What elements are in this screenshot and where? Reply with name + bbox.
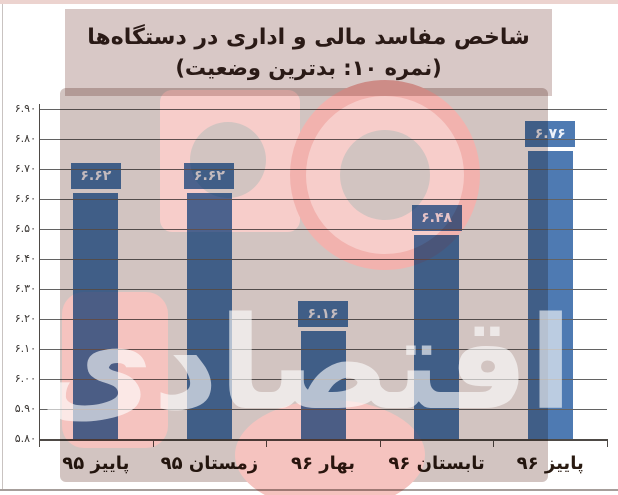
chart-title-block: شاخص مفاسد مالی و اداری در دستگاه‌ها (نم…: [65, 9, 552, 96]
chart-subtitle: (نمره ۱۰: بدترین وضعیت): [175, 56, 442, 81]
gridline-۶.۲۰: [39, 318, 607, 320]
x-axis-category-label-3: بهار ۹۶: [290, 453, 355, 474]
bar-5: [527, 150, 573, 439]
x-axis-boundary-tick-4: [379, 441, 381, 447]
gridline-۶.۶۰: [39, 198, 607, 200]
y-axis-tick-label-6: ۶.۴۰: [14, 251, 36, 265]
bar-3: [300, 330, 346, 439]
left-border-line: [2, 4, 3, 489]
y-axis-tick-label-2: ۶.۸۰: [14, 131, 36, 145]
bar-value-label-4: ۶.۴۸: [411, 204, 462, 231]
y-axis-line: [39, 104, 40, 439]
y-axis-tick-label-1: ۶.۹۰: [14, 101, 36, 115]
y-axis-tick-label-5: ۶.۵۰: [14, 221, 36, 235]
y-axis-tick-label-9: ۶.۱۰: [14, 341, 36, 355]
gridline-۶.۰۰: [39, 378, 607, 380]
bar-value-label-5: ۶.۷۶: [525, 120, 576, 147]
gridline-۶.۳۰: [39, 288, 607, 290]
x-axis-boundary-tick-3: [266, 441, 268, 447]
x-axis-boundary-tick-6: [607, 441, 608, 447]
gridline-۶.۸۰: [39, 138, 607, 140]
x-axis-boundary-tick-1: [39, 441, 40, 447]
bar-value-label-2: ۶.۶۲: [184, 162, 235, 189]
bar-value-label-1: ۶.۶۲: [70, 162, 121, 189]
y-axis-tick-label-11: ۵.۹۰: [14, 402, 36, 415]
x-axis-boundary-tick-5: [493, 441, 495, 447]
x-axis-category-label-4: تابستان ۹۶: [388, 453, 485, 474]
y-axis-tick-label-7: ۶.۳۰: [14, 281, 36, 295]
y-axis-tick-label-12: ۵.۸۰: [14, 432, 36, 445]
x-axis-line: [39, 439, 608, 441]
x-axis-category-label-1: پاییز ۹۵: [62, 453, 130, 474]
y-axis-tick-label-4: ۶.۶۰: [14, 191, 36, 205]
x-axis-boundary-tick-2: [152, 441, 154, 447]
chart-title: شاخص مفاسد مالی و اداری در دستگاه‌ها: [87, 25, 530, 51]
gridline-۶.۱۰: [39, 348, 607, 350]
x-axis-category-label-5: پاییز ۹۶: [516, 453, 584, 474]
y-axis-tick-label-10: ۶.۰۰: [14, 371, 36, 385]
top-pink-strip: [0, 0, 618, 4]
gridline-۶.۹۰: [39, 108, 607, 110]
gridline-۶.۷۰: [39, 168, 607, 170]
gridline-۶.۵۰: [39, 228, 607, 230]
bar-value-label-3: ۶.۱۶: [298, 300, 348, 327]
y-axis-tick-label-8: ۶.۲۰: [14, 311, 36, 325]
gridline-۶.۴۰: [39, 258, 607, 260]
gridline-۵.۹۰: [39, 409, 607, 410]
y-axis-tick-label-3: ۶.۷۰: [14, 161, 36, 175]
x-axis-category-label-2: زمستان ۹۵: [160, 453, 259, 474]
